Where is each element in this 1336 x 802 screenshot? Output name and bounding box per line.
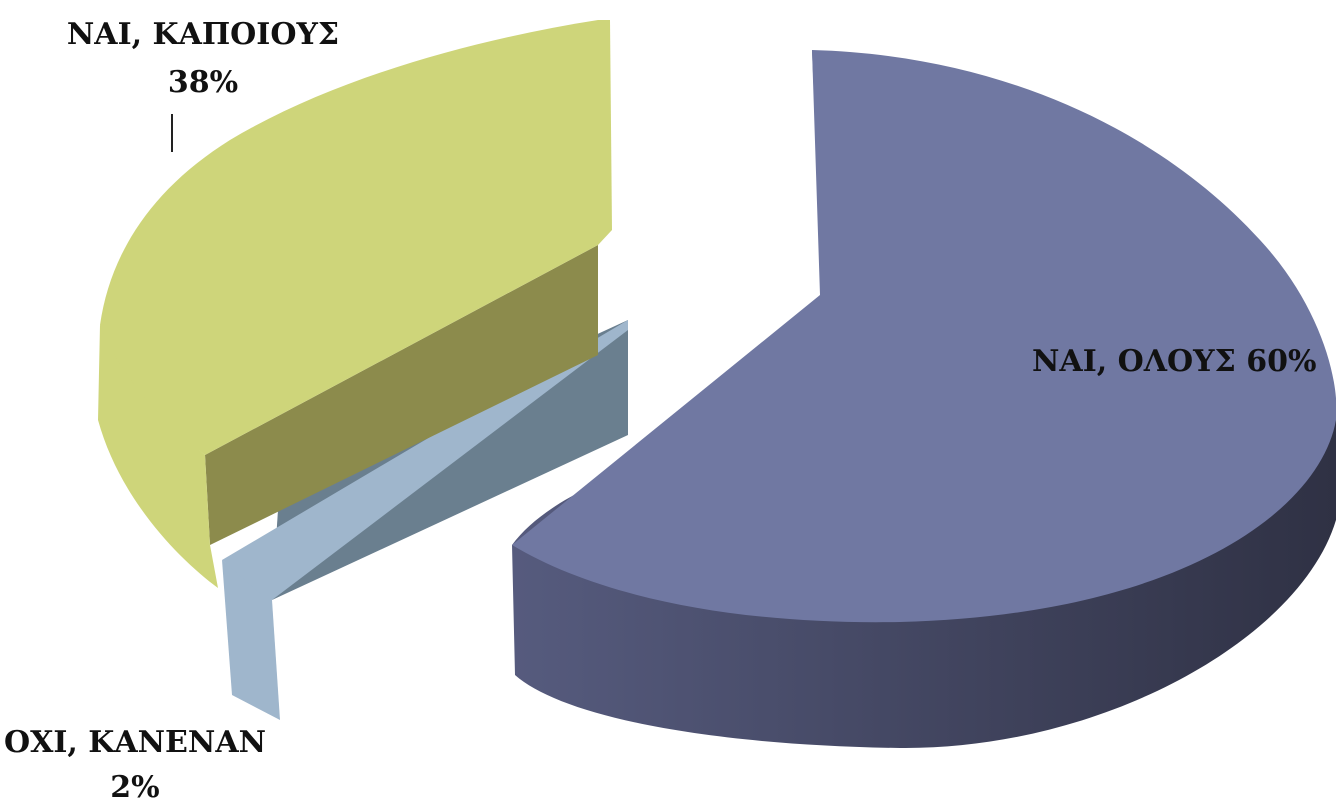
slice-nai-kapoious-side [205,245,598,545]
label-nai-kapoious-value: 38% [168,65,238,100]
label-nai-olous: ΝΑΙ, ΟΛΟΥΣ 60% [1032,344,1317,379]
label-oxi-kanenan-value: 2% [110,770,159,802]
label-nai-kapoious-name: ΝΑΙ, ΚΑΠΟΙΟΥΣ [67,17,339,52]
slice-oxi-kanenan-rim [222,560,280,720]
slice-nai-kapoious-rim [98,325,218,588]
slice-nai-kapoious-top [100,20,598,455]
label-oxi-kanenan-name: ΟΧΙ, ΚΑΝΕΝΑΝ [4,725,266,760]
slice-nai-kapoious [98,20,612,588]
slice-nai-kapoious-back-side [598,20,612,245]
slice-nai-olous-top [512,50,1336,623]
slice-nai-olous [512,50,1336,749]
